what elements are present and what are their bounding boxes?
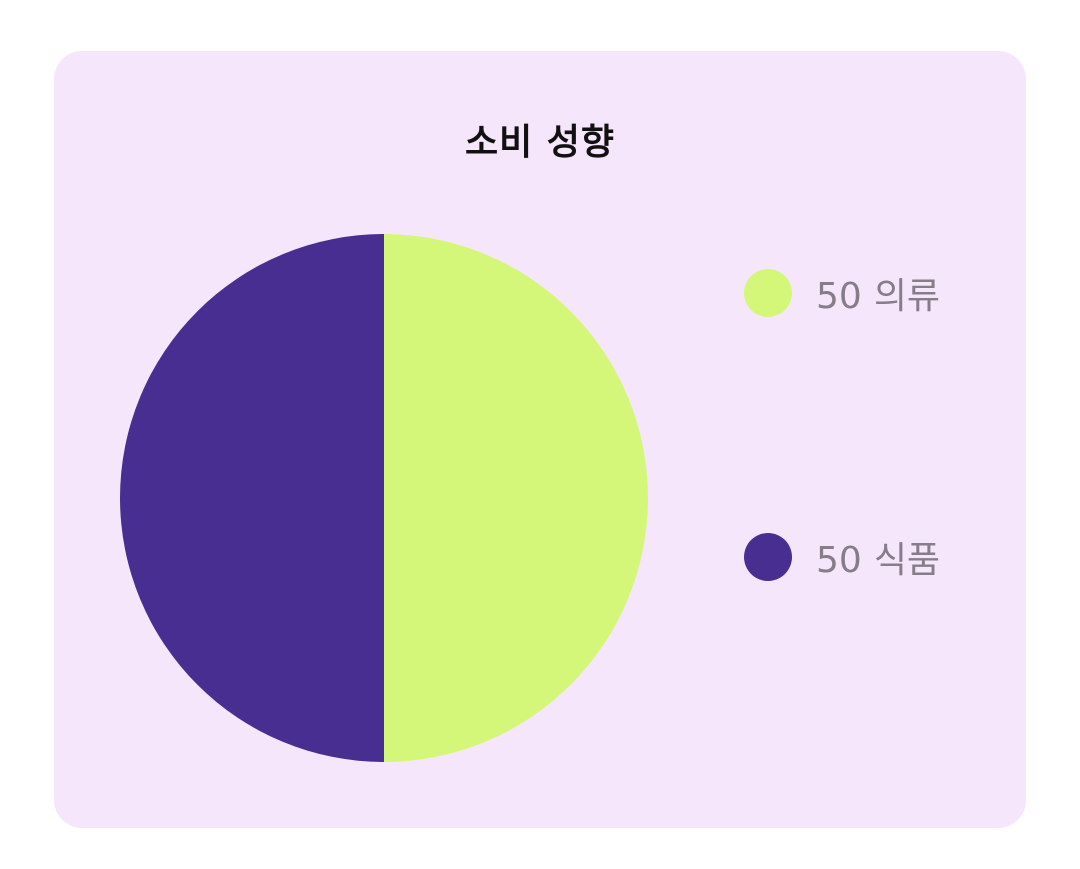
pie-slice-clothing [384, 234, 648, 762]
legend-swatch-clothing [744, 269, 792, 317]
legend-category-food: 식품 [873, 540, 941, 581]
legend-label-clothing: 50 의류 [816, 267, 940, 319]
legend-label-food: 50 식품 [816, 531, 940, 583]
legend-swatch-food [744, 533, 792, 581]
legend-value-food: 50 [816, 540, 862, 581]
legend-item-clothing: 50 의류 [744, 269, 940, 317]
legend-category-clothing: 의류 [873, 276, 941, 317]
legend-item-food: 50 식품 [744, 533, 940, 581]
chart-title: 소비 성향 [464, 122, 615, 163]
legend-value-clothing: 50 [816, 276, 862, 317]
pie-slice-food [120, 234, 384, 762]
